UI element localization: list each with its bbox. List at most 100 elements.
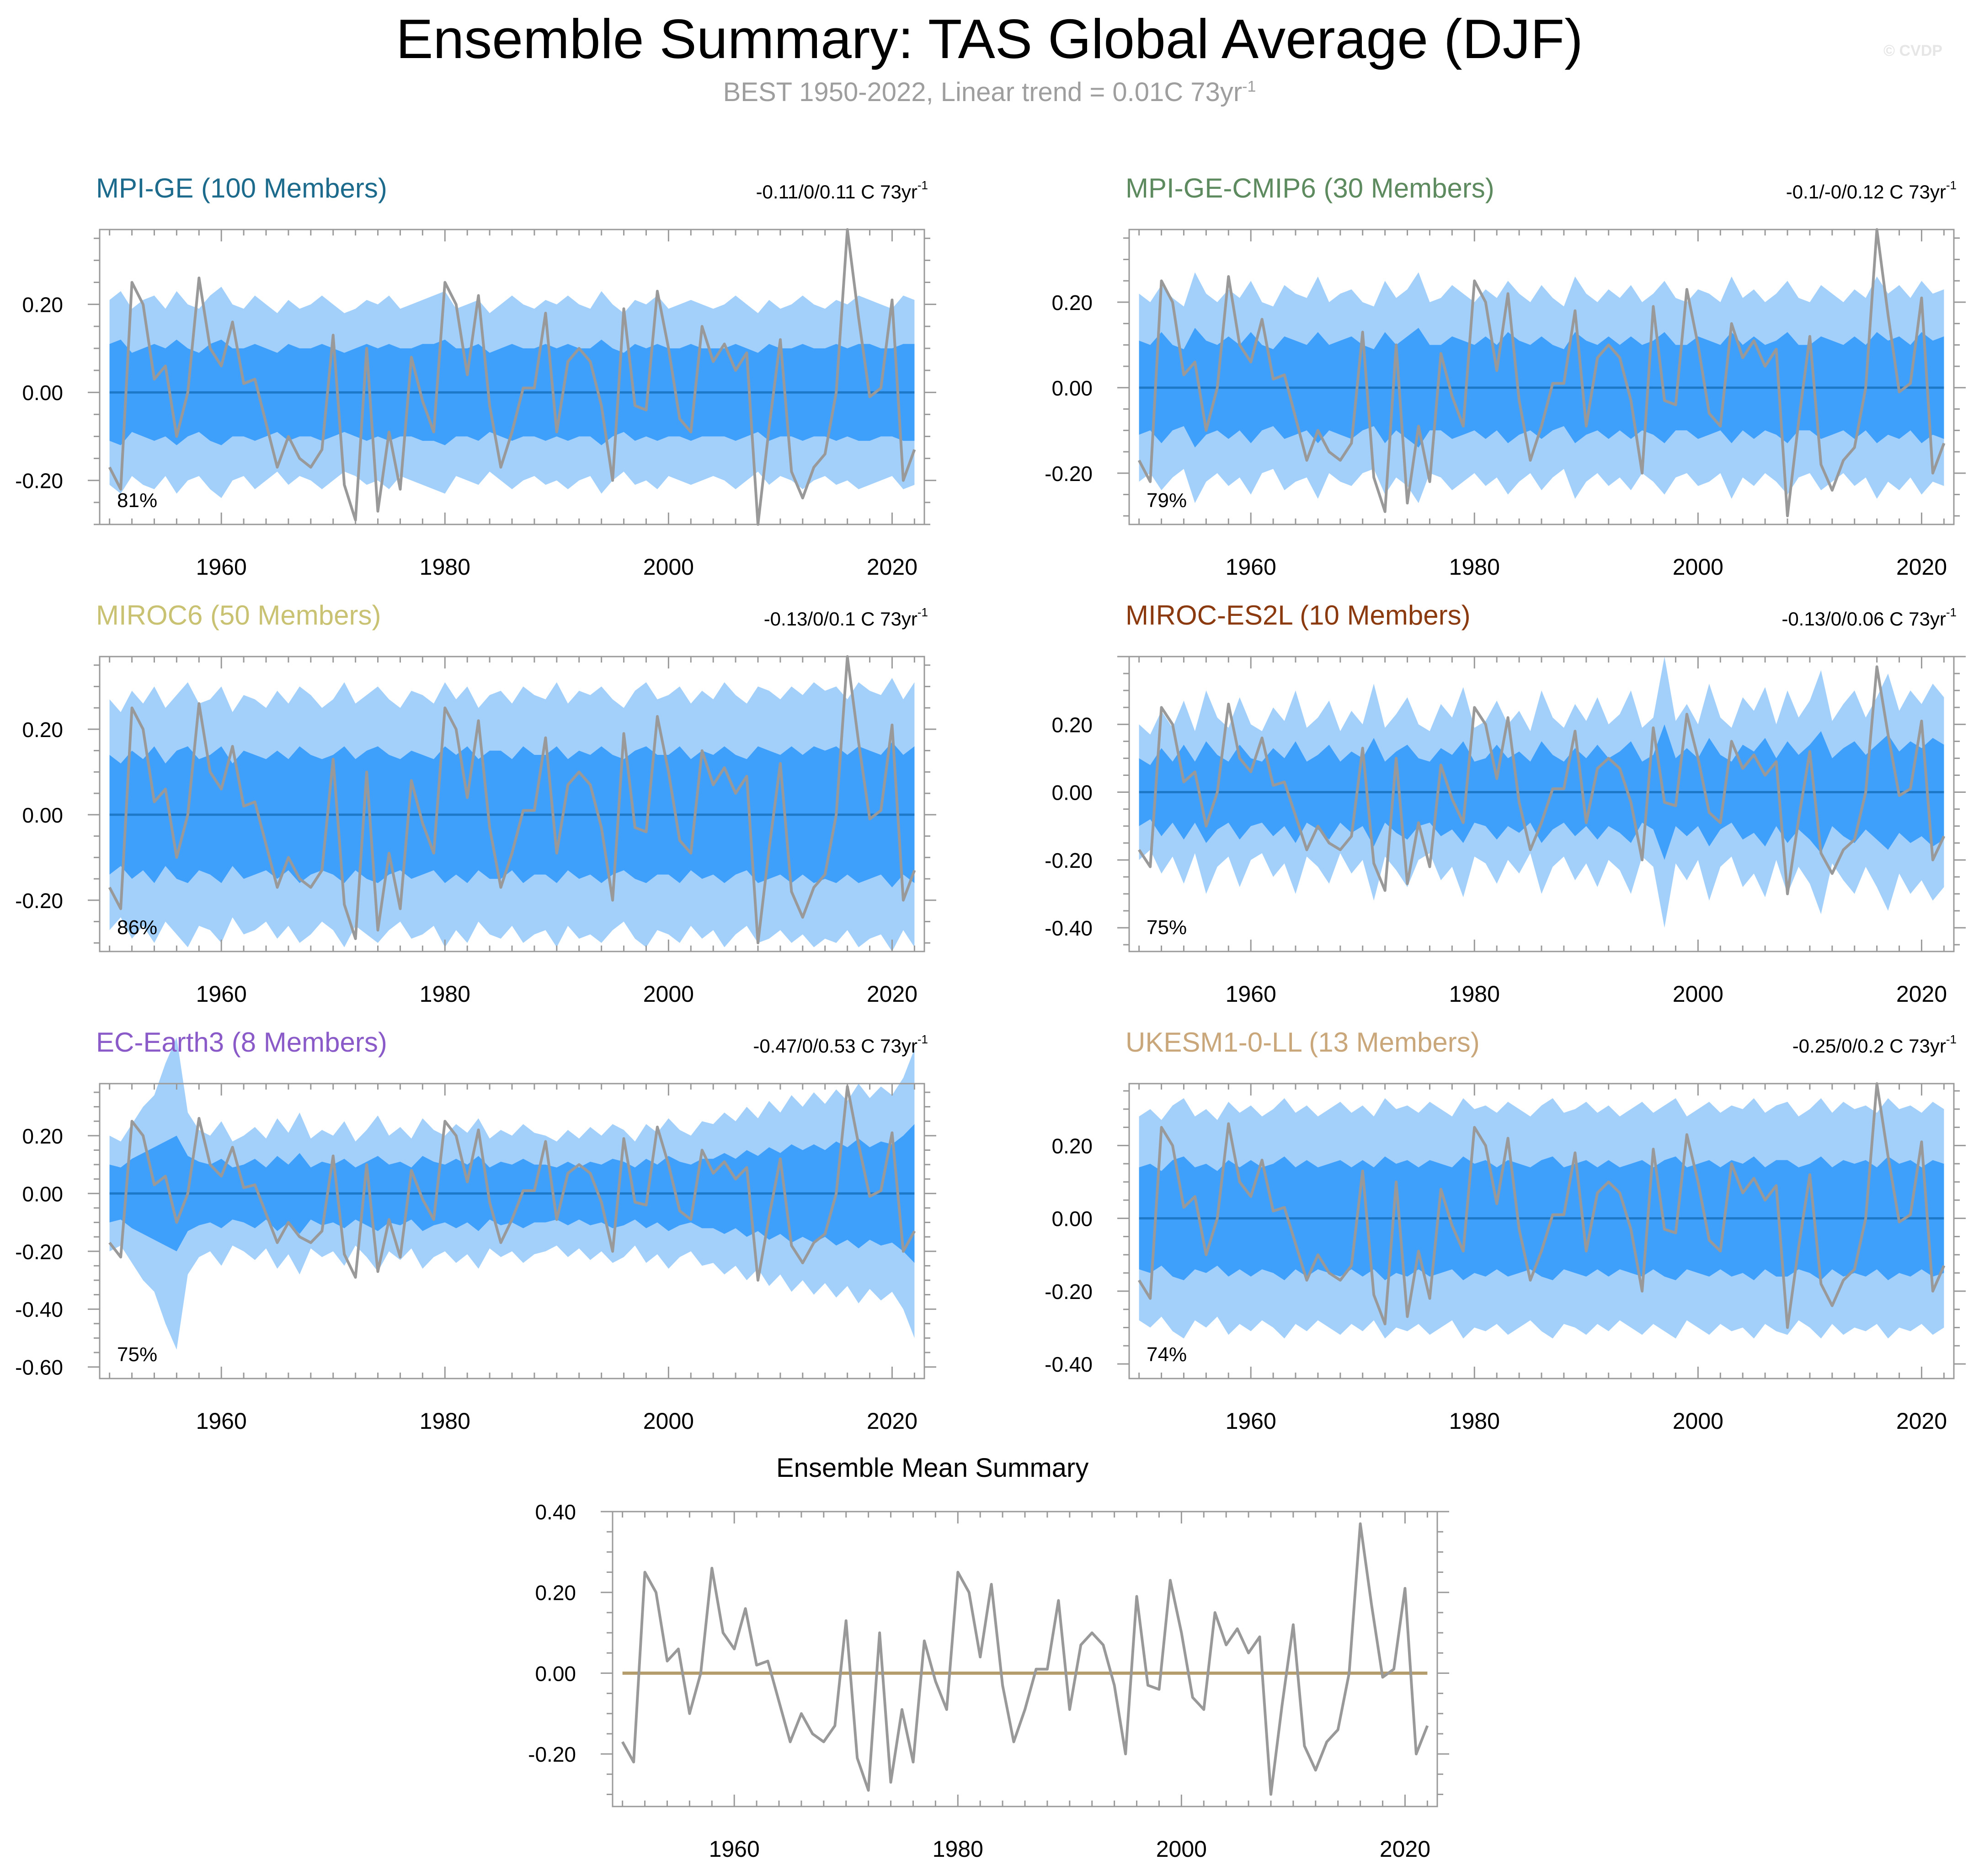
figure-title: Ensemble Summary: TAS Global Average (DJ… <box>396 8 1583 70</box>
x-tick-label: 2020 <box>867 981 917 1007</box>
y-tick-label: -0.20 <box>1045 849 1093 872</box>
x-tick-label: 1960 <box>196 1408 247 1434</box>
trend-exponent: -1 <box>917 605 928 619</box>
y-tick-label: -0.20 <box>1045 462 1093 486</box>
y-tick-label: 0.00 <box>22 381 63 405</box>
x-tick-label: 1960 <box>1226 554 1276 580</box>
percent-label: 74% <box>1147 1343 1187 1366</box>
y-tick-label: 0.20 <box>1051 713 1093 737</box>
x-tick-label: 1960 <box>709 1836 760 1862</box>
trend-label: -0.11/0/0.11 C 73yr-1 <box>756 178 928 203</box>
y-tick-label: -0.20 <box>15 1240 63 1264</box>
x-tick-label: 1980 <box>1449 554 1500 580</box>
y-tick-label: 0.00 <box>1051 376 1093 400</box>
panel-6: 1960 1980 2000 2020 -0.40 -0.20 0.00 0.20 UKESM1… <box>1045 1027 1966 1434</box>
x-tick-label: 1960 <box>1226 1408 1276 1434</box>
trend-exponent: -1 <box>1946 605 1957 619</box>
figure-subtitle: BEST 1950-2022, Linear trend = 0.01C 73y… <box>0 77 1979 107</box>
trend-label: -0.1/-0/0.12 C 73yr-1 <box>1786 178 1957 203</box>
observations-line <box>1138 665 1946 895</box>
x-tick-label: 1980 <box>420 981 470 1007</box>
subtitle-text: BEST 1950-2022, Linear trend = 0.01C 73y… <box>723 77 1243 107</box>
trend-label: -0.13/0/0.1 C 73yr-1 <box>764 605 928 630</box>
trend-text: -0.25/0/0.2 C 73yr <box>1792 1035 1946 1057</box>
x-tick-label: 1980 <box>420 1408 470 1434</box>
y-tick-label: 0.20 <box>22 1124 63 1148</box>
trend-text: -0.13/0/0.06 C 73yr <box>1782 608 1946 630</box>
x-tick-label: 2000 <box>1156 1836 1207 1862</box>
panel-title: EC-Earth3 (8 Members) <box>96 1027 387 1058</box>
y-tick-label: -0.40 <box>15 1298 63 1321</box>
y-tick-label: 0.00 <box>22 803 63 827</box>
y-tick-label: -0.40 <box>1045 916 1093 940</box>
trend-exponent: -1 <box>917 1032 928 1046</box>
x-tick-label: 1980 <box>1449 1408 1500 1434</box>
trend-text: -0.47/0/0.53 C 73yr <box>753 1035 917 1057</box>
x-tick-label: 2020 <box>867 554 917 580</box>
plot-area <box>613 1512 1437 1807</box>
x-tick-label: 2000 <box>1673 554 1723 580</box>
panel-title: Ensemble Mean Summary <box>776 1453 1088 1483</box>
panel-title: MPI-GE-CMIP6 (30 Members) <box>1126 173 1494 203</box>
y-tick-label: -0.20 <box>1045 1280 1093 1304</box>
y-tick-label: 0.00 <box>535 1662 576 1685</box>
trend-label: -0.47/0/0.53 C 73yr-1 <box>753 1032 928 1057</box>
y-tick-label: 0.20 <box>22 718 63 742</box>
trend-exponent: -1 <box>1946 1032 1957 1046</box>
y-tick-label: -0.20 <box>15 889 63 913</box>
percent-label: 75% <box>1147 916 1187 939</box>
trend-text: -0.13/0/0.1 C 73yr <box>764 608 917 630</box>
x-tick-label: 2000 <box>643 981 694 1007</box>
x-tick-label: 1960 <box>1226 981 1276 1007</box>
panel-title: MIROC-ES2L (10 Members) <box>1126 600 1471 631</box>
observations-line <box>108 1085 916 1282</box>
x-tick-label: 2020 <box>1380 1836 1430 1862</box>
x-tick-label: 2020 <box>867 1408 917 1434</box>
panel-1: 1960 1980 2000 2020 -0.20 0.00 0.20 MPI-GE (100… <box>15 173 936 580</box>
panel-5: 1960 1980 2000 2020 -0.60 -0.40 -0.20 0.00 0.20 E… <box>15 1027 936 1434</box>
y-tick-label: 0.20 <box>1051 1134 1093 1158</box>
panel-title: MIROC6 (50 Members) <box>96 600 381 631</box>
x-tick-label: 2020 <box>1896 981 1947 1007</box>
trend-text: -0.1/-0/0.12 C 73yr <box>1786 181 1946 203</box>
x-tick-label: 2020 <box>1896 1408 1947 1434</box>
trend-label: -0.25/0/0.2 C 73yr-1 <box>1792 1032 1957 1057</box>
observations-line <box>108 655 916 945</box>
trend-text: -0.11/0/0.11 C 73yr <box>756 181 917 203</box>
y-tick-label: 0.20 <box>1051 291 1093 315</box>
y-tick-label: -0.20 <box>528 1742 576 1766</box>
trend-exponent: -1 <box>1946 178 1957 192</box>
x-tick-label: 2020 <box>1896 554 1947 580</box>
observations-line <box>1138 1082 1946 1329</box>
percent-label: 79% <box>1147 489 1187 512</box>
y-tick-label: 0.20 <box>535 1581 576 1605</box>
x-tick-label: 1980 <box>933 1836 983 1862</box>
panel-2: 1960 1980 2000 2020 -0.20 0.00 0.20 MPI-GE-CMIP… <box>1045 173 1966 580</box>
panel-3: 1960 1980 2000 2020 -0.20 0.00 0.20 MIROC6 (50 … <box>15 600 936 1007</box>
percent-label: 81% <box>117 489 157 512</box>
x-tick-label: 1980 <box>1449 981 1500 1007</box>
trend-label: -0.13/0/0.06 C 73yr-1 <box>1782 605 1957 630</box>
y-tick-label: 0.40 <box>535 1500 576 1524</box>
panel-4: 1960 1980 2000 2020 -0.40 -0.20 0.00 0.20 MIROC-… <box>1045 600 1966 1007</box>
y-tick-label: 0.20 <box>22 293 63 317</box>
y-tick-label: -0.40 <box>1045 1352 1093 1376</box>
cvdp-credit: © CVDP <box>1883 42 1942 59</box>
observations-line <box>1137 228 1946 518</box>
panel-title: UKESM1-0-LL (13 Members) <box>1126 1027 1480 1058</box>
percent-label: 75% <box>117 1343 157 1366</box>
panel-7: 1960 1980 2000 2020 -0.20 0.00 0.20 0.40 Ensembl… <box>528 1453 1449 1862</box>
x-tick-label: 2000 <box>643 554 694 580</box>
x-tick-label: 2000 <box>1673 1408 1723 1434</box>
y-tick-label: 0.00 <box>22 1182 63 1206</box>
observations-line <box>621 1522 1429 1796</box>
observations-line <box>108 228 916 526</box>
trend-exponent: -1 <box>917 178 928 192</box>
y-tick-label: -0.60 <box>15 1356 63 1379</box>
x-tick-label: 1980 <box>420 554 470 580</box>
y-tick-label: 0.00 <box>1051 1207 1093 1231</box>
panel-title: MPI-GE (100 Members) <box>96 173 387 203</box>
percent-label: 86% <box>117 916 157 939</box>
x-tick-label: 2000 <box>1673 981 1723 1007</box>
